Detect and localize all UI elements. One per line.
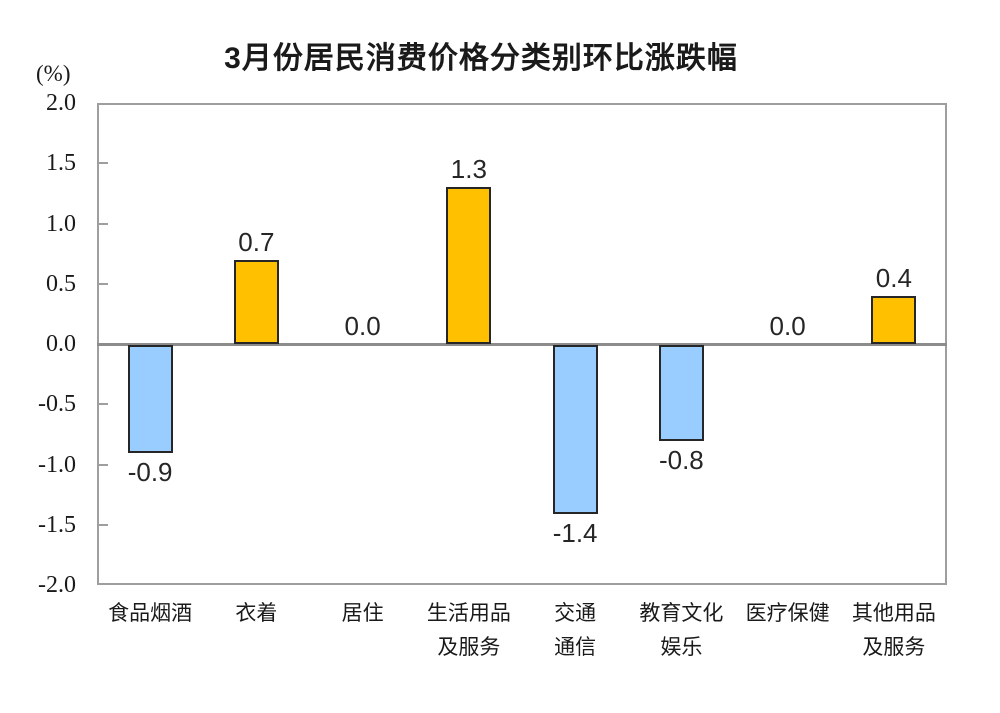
x-label-交通通信: 交通 通信 xyxy=(522,597,628,665)
bar-其他用品及服务 xyxy=(871,295,917,344)
x-label-line: 交通 xyxy=(554,602,597,625)
x-label-line: 及服务 xyxy=(862,636,926,659)
value-label: 0.7 xyxy=(238,226,275,257)
x-label-其他用品及服务: 其他用品 及服务 xyxy=(841,597,947,665)
value-label: -0.9 xyxy=(127,457,173,488)
y-tick-mark xyxy=(99,403,108,406)
x-label-居住: 居住 xyxy=(310,597,416,631)
y-tick-label: 0.5 xyxy=(46,270,76,297)
x-axis: 食品烟酒 衣着 居住 生活用品 及服务 交通 通信 教育文化 娱乐 医疗保健 其他用品 及服务 xyxy=(97,597,947,677)
y-tick-mark xyxy=(99,463,108,466)
x-label-line: 居住 xyxy=(341,602,384,625)
bar-食品烟酒 xyxy=(127,345,173,454)
y-tick-label: 1.5 xyxy=(46,150,76,177)
x-label-line: 其他用品 xyxy=(851,602,936,625)
y-axis: 2.0 1.5 1.0 0.5 0.0 -0.5 -1.0 -1.5 -2.0 xyxy=(0,90,76,598)
bar-教育文化娱乐 xyxy=(658,345,704,442)
x-label-衣着: 衣着 xyxy=(203,597,309,631)
bar-生活用品及服务 xyxy=(446,187,492,344)
x-label-line: 食品烟酒 xyxy=(108,602,193,625)
y-tick-mark xyxy=(99,222,108,225)
x-label-line: 教育文化 xyxy=(639,602,724,625)
x-label-line: 衣着 xyxy=(235,602,278,625)
y-tick-label: -1.0 xyxy=(38,451,76,478)
x-label-食品烟酒: 食品烟酒 xyxy=(97,597,203,631)
x-label-line: 医疗保健 xyxy=(745,602,830,625)
bar-衣着 xyxy=(233,259,279,344)
y-axis-unit-label: (%) xyxy=(36,61,71,86)
value-label: 0.4 xyxy=(875,262,912,293)
y-tick-label: -2.0 xyxy=(38,572,76,598)
y-tick-label: 2.0 xyxy=(46,90,76,116)
x-label-教育文化娱乐: 教育文化 娱乐 xyxy=(628,597,734,665)
y-tick-label: 1.0 xyxy=(46,210,76,237)
plot-area: -0.9 0.7 0.0 1.3 -1.4 -0.8 0.0 0.4 xyxy=(97,103,947,585)
chart-title: 3月份居民消费价格分类别环比涨跌幅 xyxy=(224,42,738,75)
x-label-line: 通信 xyxy=(554,636,597,659)
value-label: -1.4 xyxy=(552,517,598,548)
zero-axis-line xyxy=(97,342,947,346)
value-label: 0.0 xyxy=(769,311,806,341)
value-label: 0.0 xyxy=(344,311,381,341)
x-label-生活用品及服务: 生活用品 及服务 xyxy=(416,597,522,665)
bar-交通通信 xyxy=(552,345,598,514)
x-label-医疗保健: 医疗保健 xyxy=(735,597,841,631)
x-label-line: 生活用品 xyxy=(426,602,511,625)
y-tick-mark xyxy=(99,282,108,285)
y-tick-label: -1.5 xyxy=(38,511,76,538)
x-label-line: 及服务 xyxy=(437,636,501,659)
value-label: -0.8 xyxy=(658,445,704,476)
y-tick-label: -0.5 xyxy=(38,391,76,418)
y-tick-mark xyxy=(99,523,108,526)
x-label-line: 娱乐 xyxy=(660,636,703,659)
value-label: 1.3 xyxy=(450,154,487,185)
y-tick-mark xyxy=(99,162,108,165)
y-tick-label: 0.0 xyxy=(46,331,76,357)
